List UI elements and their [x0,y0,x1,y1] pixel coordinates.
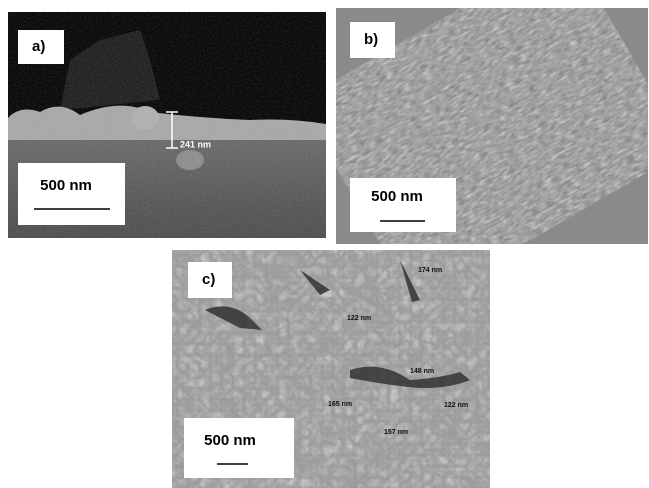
scale-box [350,178,456,232]
panel-label: b) [364,31,378,48]
scale-bar-label: 500 nm [204,432,256,449]
measurement: 122 nm [347,315,371,322]
measurement: 174 nm [418,267,442,274]
measurement: 122 nm [444,402,468,409]
panel-label: c) [202,271,215,288]
scale-bar-label: 500 nm [40,177,92,194]
figure: 241 nm a) 500 nm b) 500 nm 174 nm 122 nm… [0,0,649,488]
panel-label: a) [32,38,45,55]
scale-box [18,163,125,225]
measurement: 157 nm [384,429,408,436]
scale-bar-label: 500 nm [371,188,423,205]
measurement: 241 nm [180,139,211,149]
page: {"panels": [ {"label": "a)", "scale_bar"… [0,0,649,488]
measurement: 148 nm [410,368,434,375]
measurement: 165 nm [328,401,352,408]
